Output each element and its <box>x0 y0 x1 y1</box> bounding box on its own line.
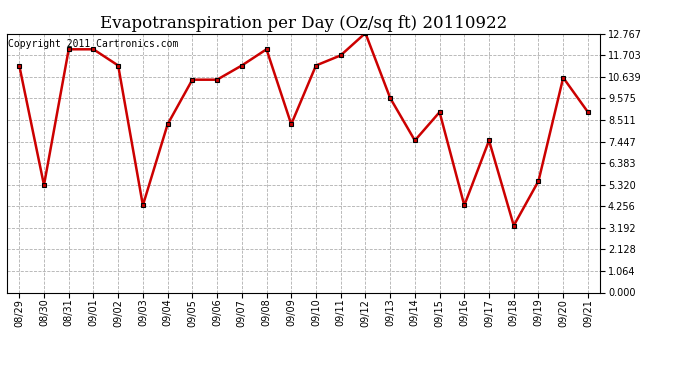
Text: Copyright 2011 Cartronics.com: Copyright 2011 Cartronics.com <box>8 39 179 49</box>
Title: Evapotranspiration per Day (Oz/sq ft) 20110922: Evapotranspiration per Day (Oz/sq ft) 20… <box>100 15 507 32</box>
